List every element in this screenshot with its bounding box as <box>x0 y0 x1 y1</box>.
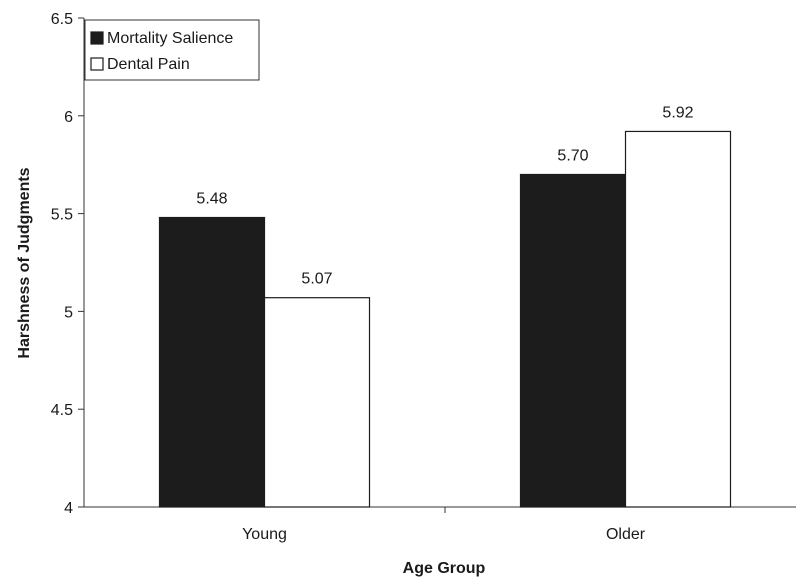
legend-label: Dental Pain <box>107 56 190 73</box>
y-tick-label: 5.5 <box>51 207 73 224</box>
bar-dental-pain <box>263 297 371 508</box>
y-axis-title: Harshness of Judgments <box>16 167 33 358</box>
x-category-label: Older <box>606 526 646 543</box>
bars <box>158 130 732 508</box>
legend-swatch <box>90 57 104 71</box>
y-axis-ticks: 4 4.5 5 5.5 6 6.5 <box>51 11 84 517</box>
bar-mortality-salience <box>158 216 266 508</box>
x-axis-title: Age Group <box>403 560 486 577</box>
legend: Mortality Salience Dental Pain <box>84 19 260 81</box>
bar-dental-pain <box>624 130 732 508</box>
bar-value-label: 5.92 <box>662 104 693 121</box>
y-tick-label: 6.5 <box>51 11 73 28</box>
y-tick-label: 5 <box>64 304 73 321</box>
bar-value-label: 5.48 <box>196 191 227 208</box>
y-tick-label: 6 <box>64 109 73 126</box>
legend-label: Mortality Salience <box>107 30 233 47</box>
legend-box <box>84 19 260 81</box>
y-tick-label: 4 <box>64 500 73 517</box>
y-tick-label: 4.5 <box>51 402 73 419</box>
bar-value-label: 5.07 <box>301 271 332 288</box>
legend-swatch <box>90 31 104 45</box>
x-category-label: Young <box>242 526 287 543</box>
bar-value-label: 5.70 <box>557 147 588 164</box>
bar-mortality-salience <box>519 173 627 508</box>
x-axis-categories: Young Older <box>242 507 646 543</box>
data-labels: 5.48 5.07 5.70 5.92 <box>196 104 693 287</box>
